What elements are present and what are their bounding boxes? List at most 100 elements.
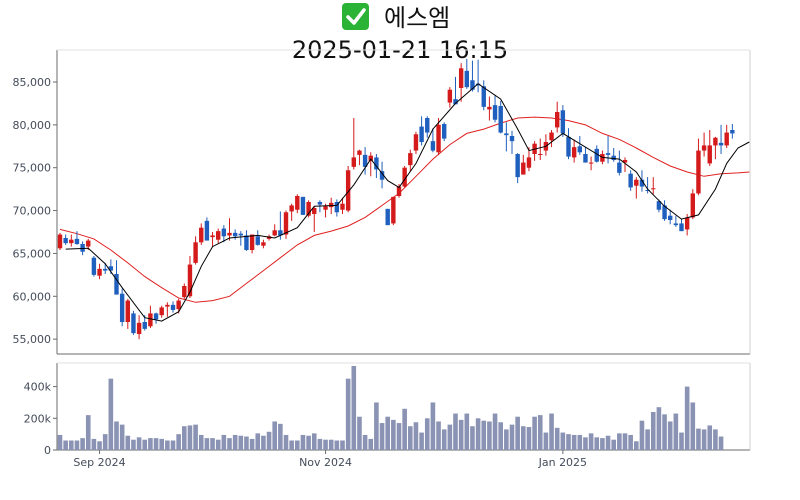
candle-body [199,227,204,243]
candle-body [583,154,588,163]
volume-bar [368,438,374,450]
candle-body [413,134,419,151]
volume-bars-layer [57,366,724,450]
volume-bar [142,439,148,450]
volume-bar [125,435,131,450]
candle-body [521,162,526,175]
volume-bar [600,438,605,450]
candle-up [136,315,142,340]
candle-down [617,150,622,176]
candle-body [487,106,492,110]
volume-bar [690,402,696,450]
candle-body [673,223,679,226]
volume-bar [650,411,656,450]
candle-down [481,80,486,111]
candle-up [97,263,102,280]
volume-bar [215,439,221,450]
candle-up [57,232,63,250]
volume-bar [419,432,424,450]
volume-bar [74,440,80,450]
candle-body [176,300,181,310]
volume-bar [289,440,294,450]
candle-up [713,136,718,160]
volume-bar [91,438,97,450]
volume-bar [97,441,102,450]
volume-bar [645,429,650,450]
candle-up [306,200,311,218]
volume-bar [272,421,277,450]
candle-down [430,128,436,153]
volume-bar [379,423,385,450]
x-tick-label: Sep 2024 [73,456,125,469]
volume-bar [102,434,108,450]
volume-bar [328,439,334,450]
volume-bar [430,402,436,450]
candle-down [385,208,390,226]
volume-bar [566,434,571,450]
volume-bar [345,378,351,450]
volume-bar [577,434,583,450]
volume-bar [509,424,515,450]
candle-body [724,132,729,146]
candle-up [487,96,492,121]
candle-down [673,215,679,227]
price-y-tick-label: 85,000 [13,76,52,89]
volume-bar [311,433,317,450]
volume-bar [701,429,707,450]
candle-body [278,230,283,236]
candle-body [374,157,379,170]
check-mark-icon [342,3,369,30]
candle-down [334,199,340,217]
candle-body [509,136,515,142]
candle-down [464,58,469,89]
candle-body [272,230,277,236]
candle-down [300,196,306,215]
candle-body [317,202,323,205]
candle-up [182,283,187,299]
volume-bar [526,427,532,450]
candle-body [430,141,436,151]
candle-down [583,147,588,163]
candle-body [617,162,622,173]
candle-body [379,171,385,180]
candle-up [571,139,577,163]
volume-bar [153,438,159,450]
volume-bar [114,421,119,450]
candle-down [577,136,582,155]
candle-body [345,170,351,211]
candle-up [357,149,362,166]
candle-up [125,298,130,329]
candle-down [679,219,684,232]
candle-up [447,87,453,108]
price-y-tick-label: 70,000 [13,205,52,218]
volume-bar [323,439,328,450]
candle-body [86,240,91,247]
candle-body [340,203,345,210]
volume-bar [413,422,419,450]
candle-down [419,116,424,146]
candle-down [442,122,447,142]
volume-bar [119,424,125,450]
volume-bar [634,441,639,450]
candle-body [436,124,441,153]
volume-bar [170,440,176,450]
candle-down [498,100,503,134]
candle-up [391,196,396,226]
candle-up [532,141,537,161]
candle-up [402,166,407,188]
candle-body [577,146,582,153]
volume-y-tick-label: 0 [44,444,51,457]
candle-down [605,136,611,164]
candle-body [91,257,97,275]
candles-layer [57,58,735,340]
volume-bar [470,426,475,450]
candle-body [261,242,266,246]
candle-up [272,224,277,237]
candle-down [244,230,249,251]
volume-bar [662,414,667,450]
candle-up [701,132,707,157]
candle-down [566,128,571,160]
volume-bar [447,424,453,450]
candle-up [651,177,656,195]
